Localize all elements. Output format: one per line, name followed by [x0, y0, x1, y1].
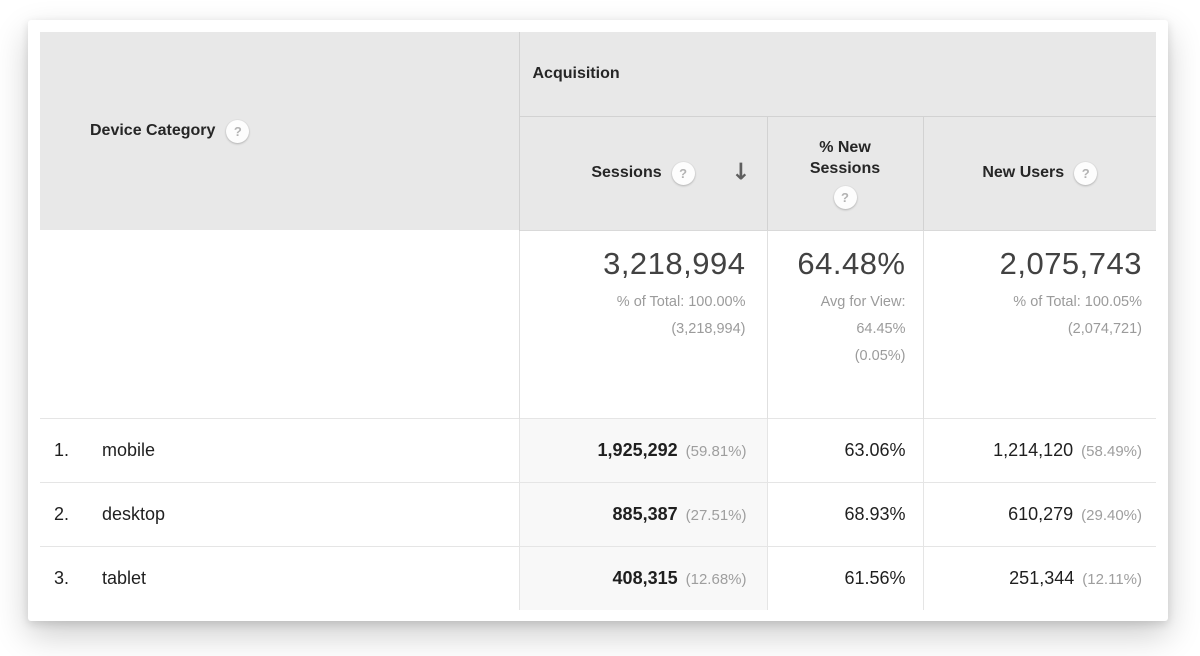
column-header-percent-new-sessions[interactable]: % New Sessions ?	[766, 116, 923, 231]
sessions-value: 885,387	[612, 503, 678, 524]
device-name-link[interactable]: mobile	[102, 439, 156, 460]
new-users-value: 1,214,120	[993, 439, 1074, 460]
totals-percent-new-sessions-note: (0.05%)	[854, 347, 906, 364]
totals-row: 3,218,994 % of Total: 100.00% (3,218,994…	[40, 230, 1157, 418]
percent-new-sessions-value: 68.93%	[844, 503, 906, 524]
device-cell: 2. desktop	[40, 481, 519, 546]
help-icon[interactable]: ?	[226, 119, 250, 143]
sessions-value: 1,925,292	[597, 439, 678, 460]
new-users-share: (12.11%)	[1082, 570, 1143, 588]
totals-sessions-note: (3,218,994)	[671, 320, 746, 337]
sessions-value: 408,315	[612, 567, 678, 588]
new-users-cell: 1,214,120 (58.49%)	[922, 417, 1157, 482]
table-row-tablet: 3. tablet 408,315 (12.68%) 61.56% 251,344 (…	[40, 545, 1157, 610]
new-users-label: New Users	[982, 164, 1065, 181]
totals-percent-new-sessions-note: 64.45%	[856, 320, 906, 337]
totals-sessions-value: 3,218,994	[603, 245, 746, 281]
sessions-cell: 408,315 (12.68%)	[518, 545, 767, 610]
totals-new-users-value: 2,075,743	[999, 245, 1143, 281]
percent-new-sessions-value: 61.56%	[844, 567, 906, 588]
sessions-cell: 885,387 (27.51%)	[518, 481, 767, 546]
totals-percent-new-sessions-cell: 64.48% Avg for View: 64.45% (0.05%)	[766, 230, 923, 418]
percent-new-sessions-value: 63.06%	[844, 439, 906, 460]
table-row-mobile: 1. mobile 1,925,292 (59.81%) 63.06% 1,214,…	[40, 417, 1157, 482]
totals-percent-new-sessions-note: Avg for View:	[820, 293, 906, 310]
table-row-desktop: 2. desktop 885,387 (27.51%) 68.93% 610,279…	[40, 481, 1157, 546]
totals-new-users-note: (2,074,721)	[1067, 320, 1143, 337]
acquisition-label: Acquisition	[532, 64, 620, 82]
percent-new-sessions-cell: 63.06%	[766, 417, 923, 482]
column-header-new-users[interactable]: New Users ?	[922, 116, 1157, 231]
totals-new-users-note: % of Total: 100.05%	[1013, 293, 1143, 310]
sessions-share: (12.68%)	[685, 570, 747, 588]
device-name-link[interactable]: tablet	[102, 567, 147, 588]
device-name-link[interactable]: desktop	[102, 503, 166, 524]
device-cell: 1. mobile	[40, 417, 519, 482]
analytics-table-card: Device Category ? Acquisition Sessions ?…	[28, 20, 1168, 621]
new-users-cell: 610,279 (29.40%)	[922, 481, 1157, 546]
device-category-label: Device Category	[90, 122, 216, 139]
totals-percent-new-sessions-value: 64.48%	[797, 245, 906, 281]
percent-new-sessions-cell: 68.93%	[766, 481, 923, 546]
new-users-value: 610,279	[1008, 503, 1074, 524]
totals-sessions-note: % of Total: 100.00%	[616, 293, 746, 310]
totals-device-cell	[40, 230, 519, 418]
column-header-device-category[interactable]: Device Category ?	[40, 32, 520, 230]
percent-new-sessions-label: % New Sessions	[809, 139, 881, 177]
sessions-cell: 1,925,292 (59.81%)	[518, 417, 767, 482]
column-header-sessions[interactable]: Sessions ? ↓	[519, 116, 767, 231]
sessions-share: (27.51%)	[685, 506, 747, 524]
group-header-acquisition: Acquisition	[519, 32, 1157, 117]
help-icon[interactable]: ?	[671, 161, 695, 185]
sessions-share: (59.81%)	[685, 442, 747, 460]
sort-desc-icon[interactable]: ↓	[731, 159, 751, 186]
help-icon[interactable]: ?	[833, 186, 857, 209]
row-rank: 1.	[54, 439, 70, 460]
acquisition-table: Device Category ? Acquisition Sessions ?…	[40, 32, 1157, 610]
totals-sessions-cell: 3,218,994 % of Total: 100.00% (3,218,994…	[518, 230, 767, 418]
row-rank: 3.	[54, 567, 70, 588]
percent-new-sessions-cell: 61.56%	[766, 545, 923, 610]
new-users-cell: 251,344 (12.11%)	[922, 545, 1157, 610]
sessions-label: Sessions	[591, 164, 662, 181]
row-rank: 2.	[54, 503, 70, 524]
help-icon[interactable]: ?	[1074, 161, 1098, 185]
new-users-value: 251,344	[1009, 567, 1075, 588]
device-cell: 3. tablet	[40, 545, 519, 610]
new-users-share: (58.49%)	[1081, 442, 1143, 460]
new-users-share: (29.40%)	[1081, 506, 1143, 524]
totals-new-users-cell: 2,075,743 % of Total: 100.05% (2,074,721…	[922, 230, 1157, 418]
